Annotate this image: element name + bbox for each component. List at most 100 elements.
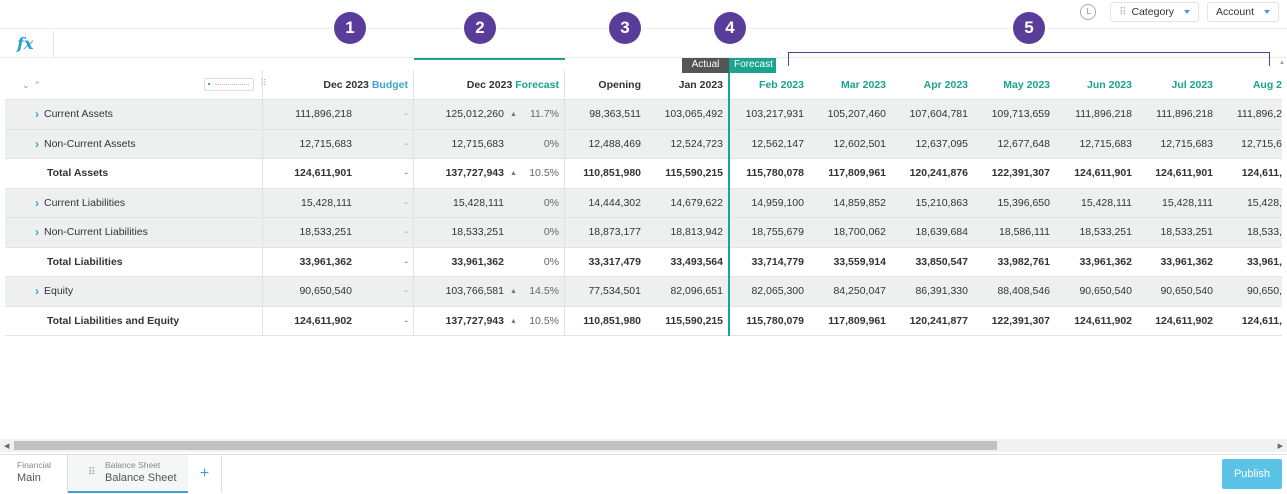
row-label[interactable]: › Non-Current Assets — [35, 130, 255, 159]
budget-value[interactable]: 90,650,540 — [299, 285, 352, 298]
month-value-3[interactable]: 120,241,876 — [909, 167, 968, 180]
header-month-3[interactable]: Apr 2023 — [923, 78, 968, 91]
forecast-value-cell[interactable]: 18,533,251 — [415, 218, 504, 247]
budget-variance[interactable]: - — [404, 314, 409, 327]
month-value-1[interactable]: 18,755,679 — [751, 226, 804, 239]
column-filter-toggle[interactable] — [204, 78, 254, 91]
drag-grip-icon[interactable]: ⠿ — [260, 78, 267, 88]
forecast-percent[interactable]: 14.5% — [529, 285, 559, 298]
header-month-5[interactable]: Jun 2023 — [1087, 78, 1132, 91]
tab-balance-sheet[interactable]: ⠿ Balance Sheet Balance Sheet — [68, 455, 188, 493]
budget-variance[interactable]: - — [404, 196, 409, 209]
month-value-1[interactable]: 115,780,079 — [746, 314, 804, 327]
header-month-1[interactable]: Feb 2023 — [759, 78, 804, 91]
scroll-left-arrow-icon[interactable]: ◀ — [4, 443, 10, 450]
row-label[interactable]: › Current Liabilities — [35, 189, 255, 218]
forecast-value-cell[interactable]: 125,012,260 — [415, 100, 504, 129]
month-value-5[interactable]: 124,611,901 — [1074, 167, 1132, 180]
month-value-4[interactable]: 18,586,111 — [999, 226, 1050, 239]
opening-value[interactable]: 77,534,501 — [588, 285, 641, 298]
month-value-5[interactable]: 18,533,251 — [1079, 226, 1132, 239]
opening-value[interactable]: 18,873,177 — [588, 226, 641, 239]
budget-variance[interactable]: - — [404, 108, 409, 121]
budget-value[interactable]: 124,611,902 — [294, 314, 352, 327]
month-value-2[interactable]: 33,559,914 — [833, 255, 886, 268]
month-value-0[interactable]: 12,524,723 — [670, 137, 723, 150]
month-value-5[interactable]: 124,611,902 — [1074, 314, 1132, 327]
add-tab-button[interactable]: + — [188, 455, 222, 493]
collapse-expand-all-icon[interactable]: ⌄⌃ — [22, 80, 46, 90]
opening-value[interactable]: 98,363,511 — [589, 108, 641, 121]
table-row[interactable]: › Equity 90,650,540 - 103,766,581 ▲ 14.5% 77,53… — [5, 277, 1282, 307]
header-month-0[interactable]: Jan 2023 — [678, 78, 723, 91]
chevron-right-icon[interactable]: › — [35, 107, 39, 122]
month-value-3[interactable]: 15,210,863 — [915, 196, 968, 209]
month-value-1[interactable]: 14,959,100 — [751, 196, 804, 209]
month-value-4[interactable]: 109,713,659 — [991, 108, 1050, 121]
month-value-7[interactable]: 124,611, — [1241, 314, 1282, 327]
month-value-4[interactable]: 12,677,648 — [997, 137, 1050, 150]
month-value-4[interactable]: 122,391,307 — [991, 314, 1050, 327]
history-icon[interactable] — [1080, 4, 1097, 20]
month-value-0[interactable]: 82,096,651 — [670, 285, 723, 298]
month-value-4[interactable]: 33,982,761 — [997, 255, 1050, 268]
month-value-7[interactable]: 33,961, — [1246, 255, 1282, 268]
month-value-3[interactable]: 120,241,877 — [909, 314, 968, 327]
month-value-6[interactable]: 124,611,902 — [1155, 314, 1213, 327]
month-value-4[interactable]: 122,391,307 — [991, 167, 1050, 180]
month-value-0[interactable]: 14,679,622 — [670, 196, 723, 209]
header-month-6[interactable]: Jul 2023 — [1171, 78, 1213, 91]
table-row[interactable]: › Current Liabilities 15,428,111 - 15,428,11… — [5, 188, 1282, 218]
forecast-percent[interactable]: 0% — [543, 137, 559, 150]
scroll-up-arrow-icon[interactable]: ▲ — [1279, 60, 1285, 66]
forecast-percent[interactable]: 0% — [543, 196, 559, 209]
budget-value[interactable]: 12,715,683 — [299, 137, 352, 150]
forecast-value-cell[interactable]: 137,727,943 — [415, 159, 504, 188]
month-value-4[interactable]: 88,408,546 — [997, 285, 1050, 298]
month-value-5[interactable]: 111,896,218 — [1075, 108, 1132, 121]
drag-grip-icon[interactable]: ⠿ — [88, 467, 96, 478]
month-value-7[interactable]: 111,896,2 — [1236, 108, 1282, 121]
forecast-value-cell[interactable]: 137,727,943 — [415, 307, 504, 336]
month-value-4[interactable]: 15,396,650 — [997, 196, 1050, 209]
month-value-0[interactable]: 115,590,215 — [665, 314, 723, 327]
opening-value[interactable]: 12,488,469 — [588, 137, 641, 150]
month-value-6[interactable]: 111,896,218 — [1156, 108, 1213, 121]
budget-variance[interactable]: - — [404, 226, 409, 239]
chevron-right-icon[interactable]: › — [35, 136, 39, 151]
horizontal-scrollbar[interactable]: ◀ ▶ — [0, 439, 1287, 452]
forecast-percent[interactable]: 0% — [543, 226, 559, 239]
month-value-6[interactable]: 12,715,683 — [1160, 137, 1213, 150]
month-value-1[interactable]: 82,065,300 — [751, 285, 804, 298]
header-budget[interactable]: Dec 2023 Budget — [263, 70, 408, 99]
forecast-value-cell[interactable]: 103,766,581 — [415, 277, 504, 306]
chevron-right-icon[interactable]: › — [35, 195, 39, 210]
month-value-2[interactable]: 12,602,501 — [833, 137, 886, 150]
month-value-6[interactable]: 15,428,111 — [1162, 196, 1213, 209]
month-value-5[interactable]: 33,961,362 — [1079, 255, 1132, 268]
month-value-1[interactable]: 115,780,078 — [746, 167, 804, 180]
month-value-7[interactable]: 18,533, — [1246, 226, 1282, 239]
budget-variance[interactable]: - — [404, 137, 409, 150]
month-value-7[interactable]: 124,611, — [1241, 167, 1282, 180]
month-value-6[interactable]: 33,961,362 — [1160, 255, 1213, 268]
header-month-7[interactable]: Aug 2 — [1252, 78, 1282, 91]
table-row[interactable]: › Current Assets 111,896,218 - 125,012,260 ▲ 1… — [5, 100, 1282, 130]
budget-variance[interactable]: - — [404, 255, 409, 268]
month-value-0[interactable]: 33,493,564 — [670, 255, 723, 268]
month-value-2[interactable]: 117,809,961 — [828, 314, 886, 327]
row-label[interactable]: › Non-Current Liabilities — [35, 218, 255, 247]
account-dropdown[interactable]: Account — [1207, 2, 1279, 22]
month-value-6[interactable]: 90,650,540 — [1160, 285, 1213, 298]
month-value-0[interactable]: 103,065,492 — [664, 108, 723, 121]
month-value-3[interactable]: 18,639,684 — [915, 226, 968, 239]
month-value-7[interactable]: 12,715,6 — [1241, 137, 1282, 150]
budget-value[interactable]: 18,533,251 — [299, 226, 352, 239]
month-value-3[interactable]: 12,637,095 — [915, 137, 968, 150]
forecast-value-cell[interactable]: 33,961,362 — [415, 248, 504, 277]
month-value-5[interactable]: 90,650,540 — [1079, 285, 1132, 298]
month-value-2[interactable]: 18,700,062 — [833, 226, 886, 239]
month-value-0[interactable]: 115,590,215 — [665, 167, 723, 180]
month-value-3[interactable]: 86,391,330 — [915, 285, 968, 298]
publish-button[interactable]: Publish — [1222, 459, 1282, 489]
